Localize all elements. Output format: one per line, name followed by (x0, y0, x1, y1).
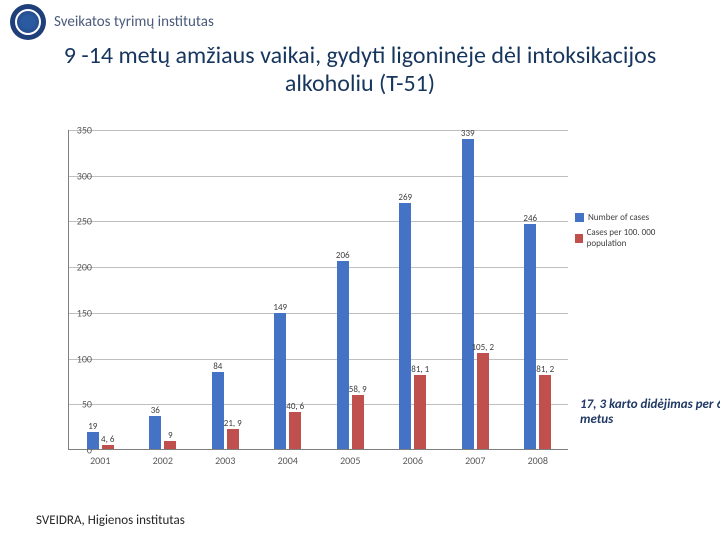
grid-line (69, 221, 568, 222)
org-logo-inner (15, 9, 41, 35)
page-title: 9 -14 metų amžiaus vaikai, gydyti ligoni… (0, 40, 720, 105)
bar-value-label: 81, 2 (536, 364, 554, 375)
bar (337, 261, 349, 449)
bar (87, 432, 99, 449)
bar-value-label: 4, 6 (101, 434, 114, 445)
legend-swatch (575, 213, 584, 222)
y-tick-label: 350 (68, 124, 92, 137)
x-tick-label: 2002 (153, 454, 173, 467)
bar-value-label: 19 (88, 421, 97, 432)
bar-value-label: 36 (151, 405, 160, 416)
bar-value-label: 206 (336, 250, 350, 261)
bar-value-label: 269 (398, 192, 412, 203)
legend-swatch (575, 234, 583, 243)
bar-value-label: 339 (461, 128, 475, 139)
grid-line (69, 267, 568, 268)
x-tick-label: 2004 (278, 454, 298, 467)
x-tick-label: 2006 (403, 454, 423, 467)
bar (539, 375, 551, 449)
legend-label: Number of cases (588, 212, 649, 223)
x-tick-label: 2003 (215, 454, 235, 467)
bar (274, 313, 286, 449)
grid-line (69, 359, 568, 360)
legend-item: Number of cases (575, 212, 680, 223)
chart-container: 0501001502002503003502001194, 6200236920… (40, 130, 680, 480)
y-tick-label: 100 (68, 352, 92, 365)
bar (102, 445, 114, 449)
bar-value-label: 105, 2 (471, 342, 494, 353)
y-tick-label: 200 (68, 261, 92, 274)
bar-value-label: 246 (523, 213, 537, 224)
legend-item: Cases per 100. 000 population (575, 227, 680, 249)
x-tick-label: 2005 (340, 454, 360, 467)
bar (524, 224, 536, 449)
x-tick-label: 2008 (528, 454, 548, 467)
org-name: Sveikatos tyrimų institutas (54, 13, 214, 31)
footer-source: SVEIDRA, Higienos institutas (36, 513, 185, 528)
bar (164, 441, 176, 449)
bar (399, 203, 411, 449)
bar-value-label: 40, 6 (286, 401, 304, 412)
bar (414, 375, 426, 449)
plot-area: 0501001502002503003502001194, 6200236920… (68, 130, 568, 450)
grid-line (69, 313, 568, 314)
bar (289, 412, 301, 449)
bar (227, 429, 239, 449)
x-tick-label: 2001 (90, 454, 110, 467)
bar (462, 139, 474, 449)
org-logo (10, 4, 46, 40)
bar-value-label: 84 (213, 361, 222, 372)
grid-line (69, 176, 568, 177)
bar (477, 353, 489, 449)
bar (352, 395, 364, 449)
legend-label: Cases per 100. 000 population (587, 227, 680, 249)
bar-value-label: 81, 1 (411, 364, 429, 375)
y-tick-label: 50 (68, 398, 92, 411)
bar (149, 416, 161, 449)
bar-value-label: 149 (273, 302, 287, 313)
bar-value-label: 21, 9 (224, 418, 242, 429)
x-tick-label: 2007 (465, 454, 485, 467)
grid-line (69, 130, 568, 131)
annotation: 17, 3 karto didėjimas per 6 metus (580, 398, 720, 428)
y-tick-label: 300 (68, 169, 92, 182)
y-tick-label: 250 (68, 215, 92, 228)
grid-line (69, 404, 568, 405)
bar (212, 372, 224, 449)
header-bar: Sveikatos tyrimų institutas (0, 0, 720, 40)
bar-value-label: 58, 9 (349, 384, 367, 395)
legend: Number of cases Cases per 100. 000 popula… (575, 212, 680, 253)
bar-value-label: 9 (168, 430, 173, 441)
y-tick-label: 150 (68, 306, 92, 319)
